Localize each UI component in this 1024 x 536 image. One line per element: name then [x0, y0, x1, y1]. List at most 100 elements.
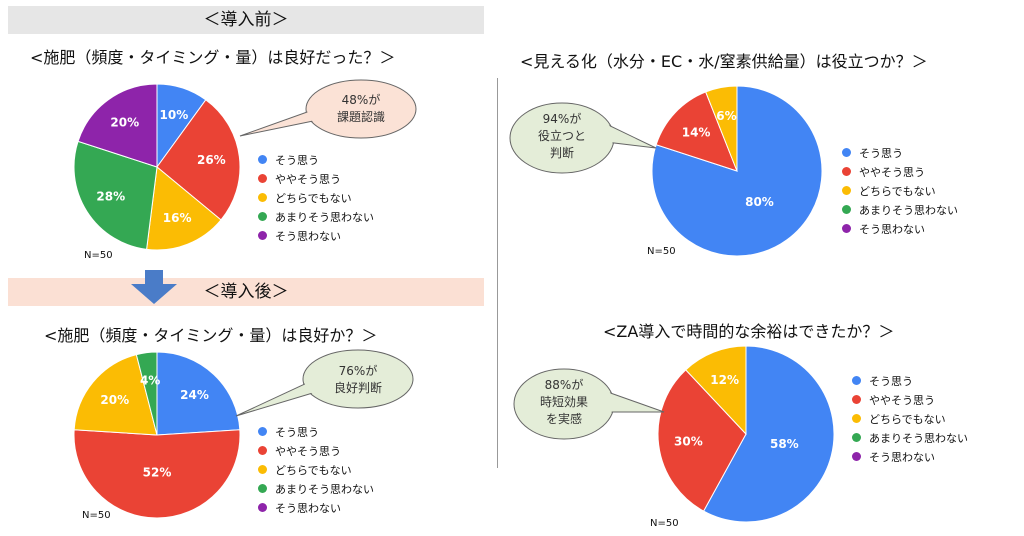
legend-swatch	[258, 212, 267, 221]
slice-data-label: 28%	[96, 189, 125, 203]
legend-swatch	[852, 414, 861, 423]
legend-item: あまりそう思わない	[842, 200, 958, 219]
sample-size-label: N=50	[650, 518, 679, 527]
legend-item: そう思う	[258, 422, 374, 441]
pie-slice	[73, 429, 241, 519]
slice-data-label: 80%	[745, 195, 774, 209]
legend: そう思うややそう思う どちらでもないあまりそう思わない そう思わない	[258, 150, 374, 245]
callout-bubble	[509, 102, 657, 174]
legend-item: そう思う	[258, 150, 374, 169]
legend-label: どちらでもない	[859, 184, 936, 198]
pie-slice	[156, 351, 241, 436]
legend-swatch	[258, 231, 267, 240]
legend-swatch	[842, 148, 851, 157]
callout-bubble	[513, 368, 665, 440]
chart-title: <ZA導入で時間的な余裕はできたか？＞	[603, 322, 895, 341]
legend-label: どちらでもない	[275, 463, 352, 477]
pie-slice	[685, 345, 747, 436]
legend-label: ややそう思う	[275, 444, 341, 458]
legend-swatch	[258, 174, 267, 183]
slice-data-label: 20%	[110, 116, 139, 130]
legend-label: そう思う	[275, 425, 319, 439]
chart-title: <施肥（頻度・タイミング・量）は良好か？＞	[44, 326, 378, 345]
pie-slice	[146, 166, 222, 251]
pie-slice	[705, 85, 738, 172]
legend-label: あまりそう思わない	[275, 482, 374, 496]
legend-label: ややそう思う	[859, 165, 925, 179]
legend-swatch	[852, 433, 861, 442]
callout-text: 48%が 課題認識	[336, 93, 385, 124]
legend-label: ややそう思う	[275, 172, 341, 186]
legend-swatch	[258, 427, 267, 436]
callout-bubble	[239, 79, 417, 139]
legend-item: そう思う	[852, 371, 968, 390]
legend-swatch	[258, 155, 267, 164]
pie-slice	[702, 345, 835, 523]
pie-chart: 80% 14% 6%	[651, 85, 823, 257]
slice-data-label: 24%	[180, 388, 209, 402]
legend-swatch	[258, 446, 267, 455]
legend-item: あまりそう思わない	[258, 479, 374, 498]
before-band: ＜導入前＞	[8, 6, 484, 34]
pie-slice	[73, 353, 158, 436]
sample-size-label: N=50	[84, 250, 113, 261]
legend-label: そう思う	[275, 153, 319, 167]
legend-label: どちらでもない	[275, 191, 352, 205]
pie-chart: 58% 30% 12%	[657, 345, 835, 523]
legend-label: そう思う	[859, 146, 903, 160]
slice-data-label: 58%	[770, 437, 799, 451]
pie-slice	[657, 369, 747, 512]
slice-data-label: 20%	[100, 393, 129, 407]
legend-item: あまりそう思わない	[852, 428, 968, 447]
pie-slice	[73, 140, 158, 250]
down-arrow-icon	[131, 270, 177, 304]
legend-label: そう思わない	[275, 229, 341, 243]
slice-data-label: 4%	[140, 374, 160, 388]
legend-label: そう思う	[869, 374, 913, 388]
legend-item: そう思わない	[258, 498, 374, 517]
callout-text: 88%が 時短効果 を実感	[539, 378, 588, 426]
slice-data-label: 16%	[163, 211, 192, 225]
legend: そう思うややそう思う どちらでもないあまりそう思わないそう思わない	[258, 422, 374, 517]
legend-swatch	[852, 376, 861, 385]
legend-swatch	[842, 167, 851, 176]
slice-data-label: 14%	[682, 126, 711, 140]
slice-data-label: 30%	[674, 434, 703, 448]
legend-label: そう思わない	[859, 222, 925, 236]
pie-slice	[156, 99, 241, 221]
legend-label: そう思わない	[869, 450, 935, 464]
slice-data-label: 12%	[710, 373, 739, 387]
legend-label: どちらでもない	[869, 412, 946, 426]
chart-title: <施肥（頻度・タイミング・量）は良好だった？＞	[30, 48, 396, 67]
legend-item: ややそう思う	[842, 162, 958, 181]
pie-chart: 24% 52% 20% 4%	[73, 351, 241, 519]
legend-item: そう思わない	[258, 226, 374, 245]
legend-label: あまりそう思わない	[275, 210, 374, 224]
legend-item: ややそう思う	[258, 441, 374, 460]
callout-text: 76%が 良好判断	[333, 364, 382, 395]
legend-item: どちらでもない	[842, 181, 958, 200]
legend-swatch	[842, 205, 851, 214]
legend-item: どちらでもない	[258, 460, 374, 479]
sample-size-label: N=50	[647, 246, 676, 257]
legend-swatch	[852, 395, 861, 404]
sample-size-label: N=50	[82, 510, 111, 521]
legend-swatch	[852, 452, 861, 461]
legend-swatch	[258, 484, 267, 493]
legend-item: あまりそう思わない	[258, 207, 374, 226]
callout-bubble	[235, 349, 414, 417]
slice-data-label: 26%	[197, 153, 226, 167]
callout-text: 94%が 役立つと 判断	[537, 112, 586, 160]
legend-item: どちらでもない	[258, 188, 374, 207]
legend-swatch	[258, 503, 267, 512]
pie-slice	[655, 91, 738, 172]
chart-title: <見える化（水分・EC・水/窒素供給量）は役立つか？＞	[520, 52, 928, 71]
legend-item: どちらでもない	[852, 409, 968, 428]
legend: そう思う ややそう思う どちらでもない あまりそう思わない そう思わない	[852, 371, 968, 466]
legend-item: そう思わない	[852, 447, 968, 466]
column-divider	[497, 78, 498, 468]
legend-label: あまりそう思わない	[859, 203, 958, 217]
legend-item: ややそう思う	[258, 169, 374, 188]
slice-data-label: 52%	[143, 465, 172, 479]
pie-chart: 10% 26% 16% 28% 20%	[73, 83, 241, 251]
